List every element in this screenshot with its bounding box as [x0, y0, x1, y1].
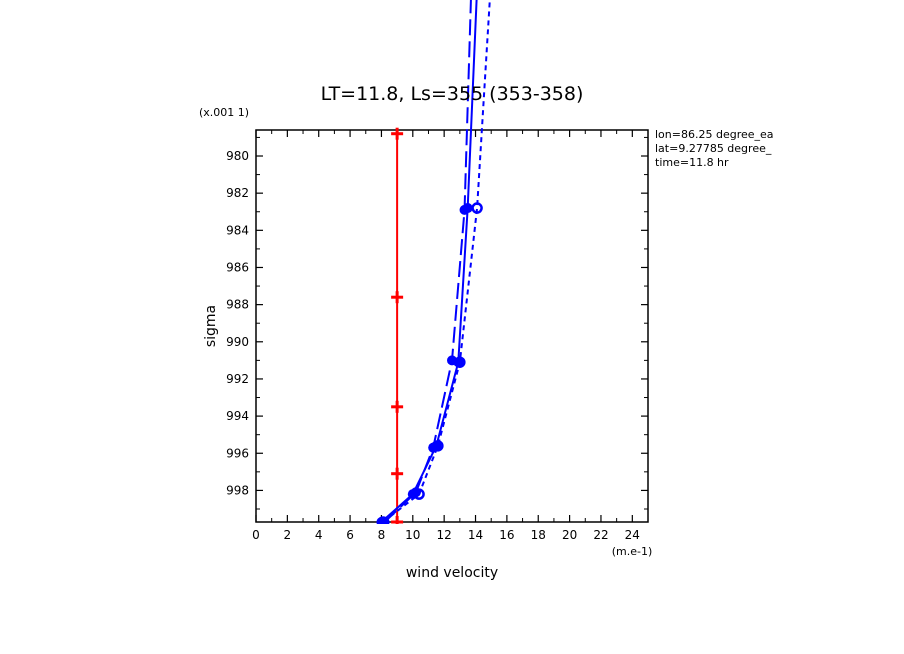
x-tick-label: 20 [562, 528, 577, 542]
x-tick-label: 12 [437, 528, 452, 542]
y-tick-label: 990 [226, 335, 249, 349]
series-line [380, 0, 478, 523]
x-tick-label: 18 [531, 528, 546, 542]
y-tick-label: 988 [226, 298, 249, 312]
y-tick-label: 992 [226, 372, 249, 386]
x-tick-label: 16 [499, 528, 514, 542]
axes-layer: 0 2 4 6 8 10 12 14 16 18 20 22 249809829849869889909… [226, 129, 649, 542]
y-tick-label: 994 [226, 409, 249, 423]
info-lon: lon=86.25 degree_ea [655, 128, 774, 141]
y-unit-label: (x.001 1) [199, 106, 249, 119]
text-layer: LT=11.8, Ls=355 (353-358) (x.001 1) (m.e… [199, 83, 774, 581]
x-tick-label: 8 [378, 528, 386, 542]
series-line [382, 0, 491, 523]
x-unit-label: (m.e-1) [612, 545, 653, 558]
chart-title: LT=11.8, Ls=355 (353-358) [321, 83, 584, 105]
y-tick-label: 996 [226, 446, 249, 460]
series-2 [379, 0, 472, 524]
info-lat: lat=9.27785 degree_ [655, 142, 772, 155]
x-tick-label: 6 [346, 528, 354, 542]
data-point-marker [413, 488, 425, 500]
data-point-marker [471, 202, 483, 214]
y-tick-label: 984 [226, 223, 249, 237]
x-tick-label: 22 [593, 528, 608, 542]
y-axis-label: sigma [203, 305, 219, 347]
x-tick-label: 10 [405, 528, 420, 542]
data-point-marker [377, 516, 389, 524]
plot-frame [255, 129, 649, 523]
info-time: time=11.8 hr [655, 156, 729, 169]
x-tick-label: 24 [625, 528, 640, 542]
series-0 [391, 127, 404, 524]
x-axis-label: wind velocity [406, 565, 498, 581]
data-point-marker [454, 356, 466, 368]
y-tick-label: 980 [226, 149, 249, 163]
series-line [383, 0, 472, 523]
series-layer [376, 0, 491, 524]
x-tick-label: 14 [468, 528, 483, 542]
x-tick-label: 0 [252, 528, 260, 542]
data-point-marker [432, 440, 444, 452]
x-tick-label: 2 [284, 528, 292, 542]
y-tick-label: 998 [226, 483, 249, 497]
y-tick-label: 982 [226, 186, 249, 200]
x-tick-label: 4 [315, 528, 323, 542]
series-3 [377, 0, 491, 524]
series-1 [376, 0, 478, 524]
y-tick-label: 986 [226, 260, 249, 274]
data-point-marker [459, 204, 470, 215]
